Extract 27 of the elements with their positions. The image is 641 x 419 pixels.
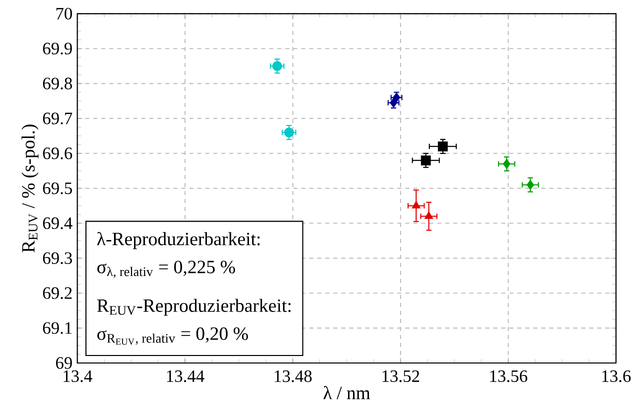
y-tick-label: 69.4 — [43, 217, 72, 230]
x-axis-title: λ / nm — [323, 386, 370, 400]
y-tick-label: 69.2 — [43, 287, 72, 299]
annotation: R$_{EUV}$-Reproduzierbarkeit: — [97, 298, 291, 316]
point — [424, 211, 434, 219]
y-tick-label: 69.9 — [43, 42, 72, 54]
annotation: $\textrm{σ}_{\textrm{R}_{\textrm{EUV}}\textrm{, relativ}} \textrm{ = 0,20 \%}$ — [97, 327, 248, 345]
annotation: λ-Reproduzierbarkeit: — [97, 232, 260, 250]
y-tick-label: 69.5 — [43, 182, 72, 194]
y-axis-title: R$_{EUV}$ / % (s-pol.) — [22, 124, 38, 252]
x-tick-label: 13.44 — [167, 370, 204, 382]
y-tick-label: 69.1 — [43, 322, 72, 334]
y-tick-label: 69.7 — [43, 112, 72, 124]
x-tick-label: 13.52 — [382, 370, 420, 382]
y-tick-label: 69.3 — [43, 252, 72, 264]
x-tick-label: 13.56 — [490, 370, 528, 382]
y-tick-label: 70 — [56, 8, 72, 20]
point — [284, 128, 294, 138]
annotation: $\textrm{σ}_{\textrm{λ, relativ}} \textrm{ = 0,225 \%}$ — [97, 260, 236, 278]
x-tick-label: 13.6 — [602, 370, 631, 382]
x-tick-label: 13.48 — [274, 370, 312, 382]
y-tick-label: 69 — [56, 357, 72, 369]
x-tick-label: 13.4 — [64, 370, 92, 382]
y-tick-label: 69.6 — [43, 148, 72, 160]
point — [412, 200, 420, 208]
point — [272, 61, 282, 72]
y-tick-label: 69.8 — [43, 78, 72, 90]
